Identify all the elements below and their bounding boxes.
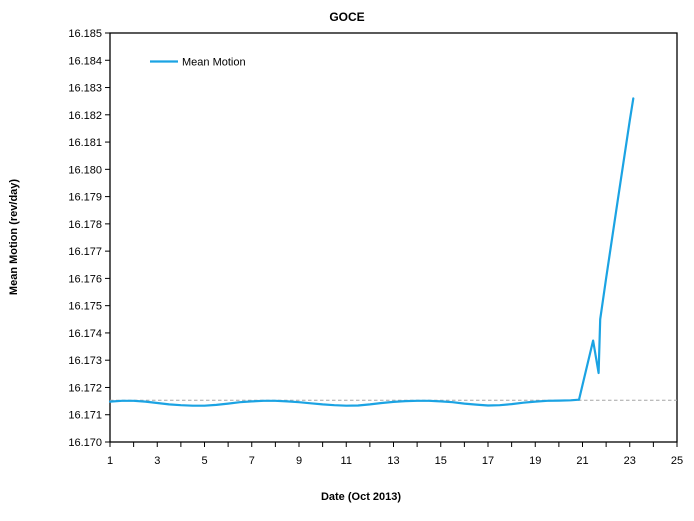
x-tick-label: 21 (576, 455, 588, 467)
y-tick-label: 16.174 (68, 328, 102, 340)
y-tick-label: 16.176 (68, 273, 102, 285)
y-tick-label: 16.178 (68, 219, 102, 231)
x-tick-label: 17 (482, 455, 494, 467)
x-tick-label: 11 (341, 455, 352, 467)
x-tick-label: 9 (296, 455, 302, 467)
x-tick-label: 25 (671, 455, 683, 467)
y-tick-label: 16.184 (68, 55, 102, 67)
y-tick-label: 16.177 (68, 246, 102, 258)
x-tick-label: 7 (249, 455, 255, 467)
x-tick-label: 13 (387, 455, 399, 467)
y-tick-label: 16.180 (68, 164, 102, 176)
y-tick-label: 16.181 (68, 137, 102, 149)
plot-area: 16.170 16.171 16.172 16.173 16.174 16.175 16.1… (68, 28, 683, 467)
x-tick-label: 3 (154, 455, 160, 467)
x-tick-label: 19 (529, 455, 541, 467)
y-tick-label: 16.179 (68, 192, 102, 204)
y-tick-label: 16.172 (68, 382, 102, 394)
legend-label: Mean Motion (182, 57, 246, 69)
x-tick-label: 5 (201, 455, 207, 467)
legend: Mean Motion (150, 57, 246, 69)
x-tick-label: 1 (107, 455, 113, 467)
y-axis-title: Mean Motion (rev/day) (8, 179, 20, 295)
y-tick-label: 16.170 (68, 437, 102, 449)
x-tick-label: 23 (624, 455, 636, 467)
y-tick-label: 16.183 (68, 83, 102, 95)
x-axis-title: Date (Oct 2013) (321, 491, 401, 503)
y-tick-label: 16.175 (68, 301, 102, 313)
plot-border (109, 32, 678, 443)
y-tick-label: 16.185 (68, 28, 102, 40)
x-tick-label: 15 (435, 455, 447, 467)
y-tick-label: 16.182 (68, 110, 102, 122)
y-tick-label: 16.173 (68, 355, 102, 367)
y-tick-label: 16.171 (68, 410, 102, 422)
mean-motion-line (108, 97, 635, 407)
chart-title: GOCE (329, 10, 364, 24)
